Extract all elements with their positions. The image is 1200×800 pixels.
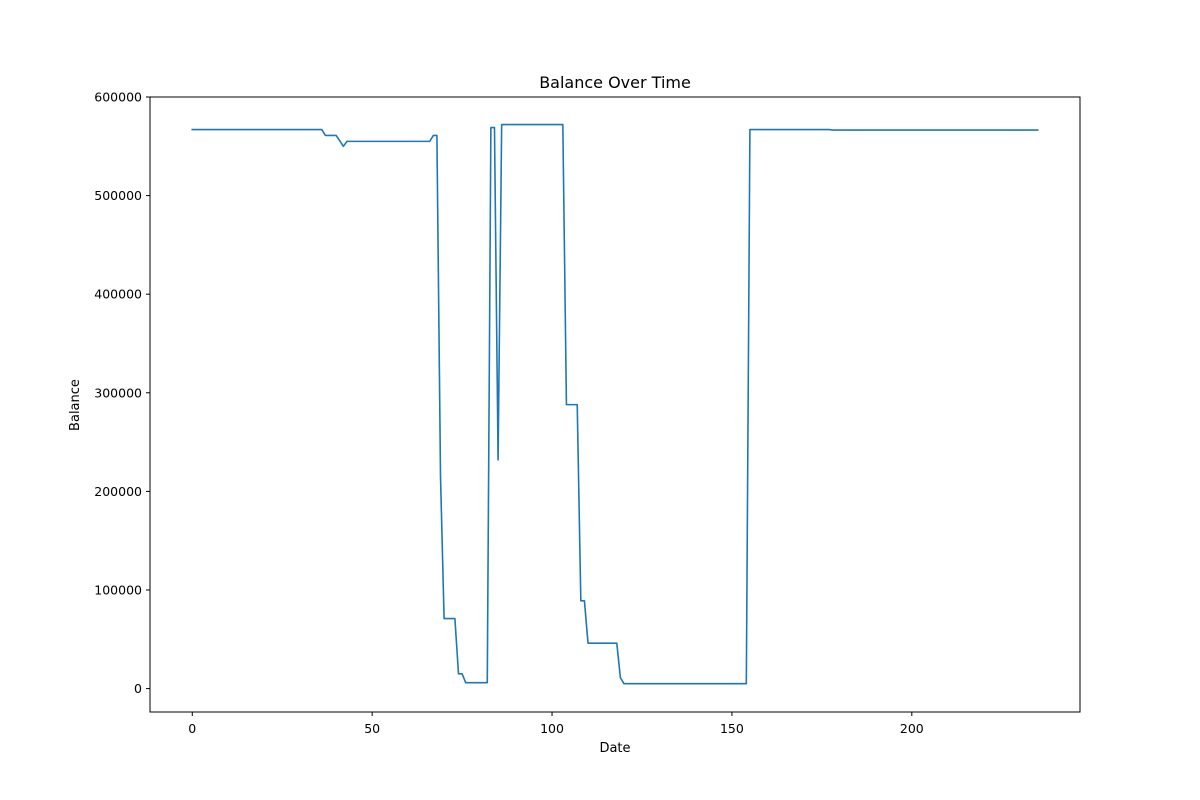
y-tick-label: 500000 bbox=[94, 188, 142, 203]
x-tick-label: 0 bbox=[188, 721, 196, 736]
y-tick-label: 0 bbox=[134, 681, 142, 696]
x-tick-label: 200 bbox=[900, 721, 924, 736]
chart-title: Balance Over Time bbox=[539, 73, 691, 92]
y-tick-label: 100000 bbox=[94, 582, 142, 597]
plot-area: 0 50 100 150 200 0 100000 200000 300000 400000 500… bbox=[94, 90, 1081, 736]
x-axis-label: Date bbox=[599, 741, 630, 756]
series-line-0 bbox=[191, 123, 1039, 685]
y-tick-label: 400000 bbox=[94, 287, 142, 302]
x-tick-label: 50 bbox=[364, 721, 380, 736]
y-tick-label: 300000 bbox=[94, 385, 142, 400]
y-tick-label: 200000 bbox=[94, 484, 142, 499]
x-tick-label: 100 bbox=[540, 721, 564, 736]
x-tick-label: 150 bbox=[720, 721, 744, 736]
plot-frame bbox=[149, 96, 1081, 713]
y-tick-label: 600000 bbox=[94, 90, 142, 105]
y-axis-label: Balance bbox=[68, 379, 83, 431]
